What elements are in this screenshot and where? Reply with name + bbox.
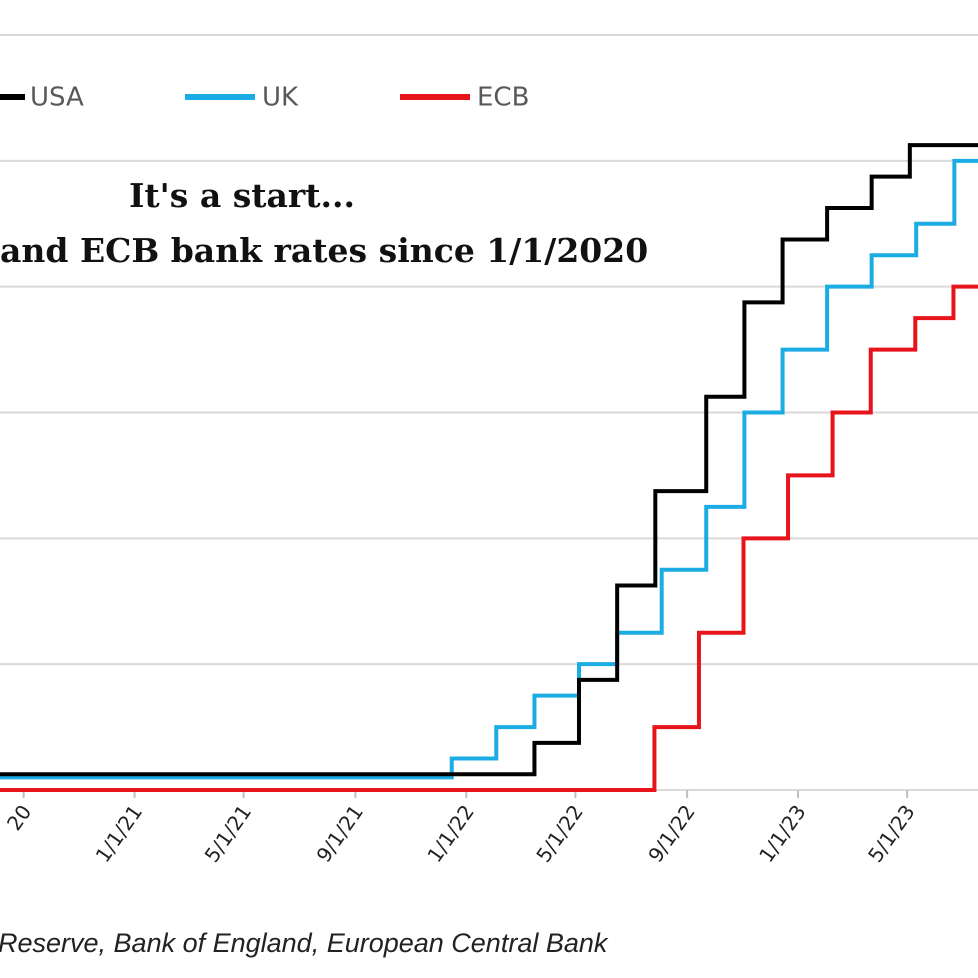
x-tick-label: 1/1/22 (422, 800, 479, 866)
series-line (0, 143, 978, 777)
legend-label: USA (30, 83, 84, 113)
source-note: Reserve, Bank of England, European Centr… (0, 928, 609, 958)
x-tick-label: 1/1/23 (754, 800, 811, 866)
x-tick-label: 5/1/23 (863, 800, 920, 866)
legend-label: ECB (477, 83, 529, 113)
legend-label: UK (262, 83, 299, 113)
x-tick-label: 1/1/21 (91, 800, 148, 866)
series-line (0, 158, 978, 780)
x-tick-label: 9/1/21 (311, 800, 368, 866)
x-tick-label: 5/1/22 (531, 800, 588, 866)
x-tick-label: 9/1/22 (643, 800, 700, 866)
x-tick-label: 5/1/21 (200, 800, 257, 866)
chart-subtitle: and ECB bank rates since 1/1/2020 (0, 231, 648, 270)
x-tick-label: 20 (2, 800, 36, 835)
plot-layer: 20 1/1/21 5/1/21 9/1/21 1/1/22 5/1/22 9/1/22 1/… (0, 34, 978, 867)
series-line (0, 284, 978, 792)
chart-title: It's a start... (129, 176, 355, 215)
